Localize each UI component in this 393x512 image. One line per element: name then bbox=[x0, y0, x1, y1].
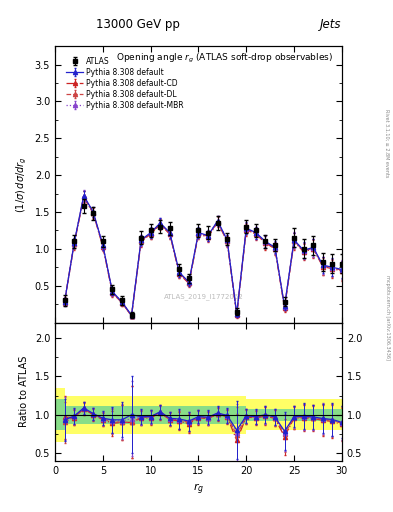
Text: mcplots.cern.ch [arXiv:1306.3436]: mcplots.cern.ch [arXiv:1306.3436] bbox=[385, 275, 389, 360]
Legend: ATLAS, Pythia 8.308 default, Pythia 8.308 default-CD, Pythia 8.308 default-DL, P: ATLAS, Pythia 8.308 default, Pythia 8.30… bbox=[64, 55, 185, 111]
Text: 13000 GeV pp: 13000 GeV pp bbox=[95, 18, 180, 31]
X-axis label: $r_g$: $r_g$ bbox=[193, 481, 204, 497]
Text: Opening angle $r_g$ (ATLAS soft-drop observables): Opening angle $r_g$ (ATLAS soft-drop obs… bbox=[116, 52, 333, 65]
Y-axis label: Ratio to ATLAS: Ratio to ATLAS bbox=[19, 356, 29, 428]
Y-axis label: $(1/\sigma)\,d\sigma/dr_g$: $(1/\sigma)\,d\sigma/dr_g$ bbox=[15, 156, 29, 212]
Text: ATLAS_2019_I1772062: ATLAS_2019_I1772062 bbox=[164, 294, 244, 301]
Text: Jets: Jets bbox=[320, 18, 342, 31]
Text: Rivet 3.1.10; ≥ 2.8M events: Rivet 3.1.10; ≥ 2.8M events bbox=[385, 109, 389, 178]
